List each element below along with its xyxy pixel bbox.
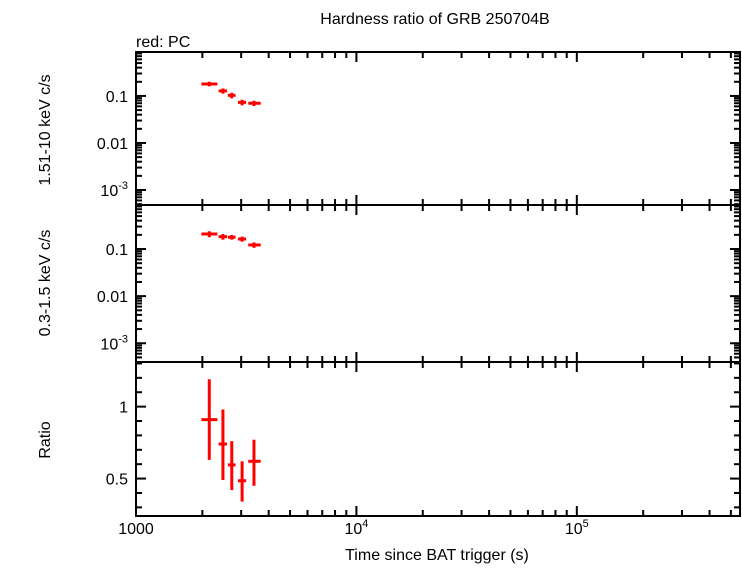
y-tick-label: 0.01	[97, 289, 128, 306]
panel-1-frame	[135, 51, 741, 206]
y-tick-label: 0.01	[97, 136, 128, 153]
panel-2-ylabel: 0.3-1.5 keV c/s	[37, 230, 54, 337]
y-tick-label: 0.1	[106, 242, 128, 259]
legend-note: red: PC	[136, 34, 190, 51]
x-tick-label: 104	[344, 518, 368, 538]
panel-3-frame	[135, 361, 741, 517]
x-tick-label: 105	[565, 518, 589, 538]
panel-1-ylabel: 1.51-10 keV c/s	[37, 74, 54, 185]
chart-title: Hardness ratio of GRB 250704B	[320, 11, 549, 28]
y-tick-label: 0.1	[106, 89, 128, 106]
y-tick-label: 1	[119, 400, 128, 417]
x-tick-label: 1000	[118, 521, 154, 538]
y-tick-label: 10-3	[100, 333, 128, 353]
y-tick-label: 10-3	[100, 180, 128, 200]
panel-2-frame	[135, 204, 741, 363]
y-tick-label: 0.5	[106, 472, 128, 489]
x-axis-label: Time since BAT trigger (s)	[345, 547, 529, 564]
panel-3-ylabel: Ratio	[37, 421, 54, 458]
